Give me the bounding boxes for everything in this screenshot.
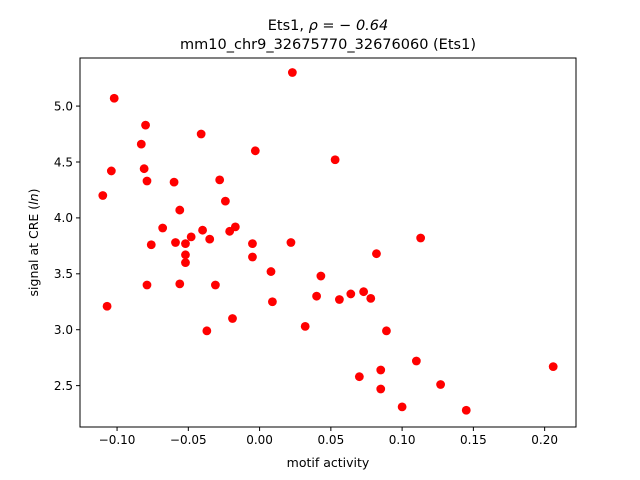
data-point-33 <box>268 297 277 307</box>
data-points <box>98 68 558 415</box>
data-point-35 <box>287 68 297 77</box>
data-point-51 <box>416 233 426 243</box>
data-point-53 <box>461 405 471 415</box>
data-point-49 <box>397 402 407 412</box>
data-point-24 <box>215 175 225 185</box>
chart-title-gene: Ets1, <box>268 18 309 34</box>
data-point-14 <box>175 279 185 289</box>
data-point-18 <box>186 232 196 242</box>
y-axis-ticks: 2.5 3.0 3.5 4.0 4.5 5.0 <box>54 99 80 393</box>
x-tick-label-5: 0.15 <box>460 433 487 447</box>
y-axis-label-italic: ln <box>26 193 41 204</box>
x-axis-label: motif activity <box>287 455 370 470</box>
y-axis-label: signal at CRE (ln) <box>26 189 41 297</box>
data-point-46 <box>376 365 386 375</box>
data-point-25 <box>220 196 230 206</box>
data-point-34 <box>286 238 296 247</box>
data-point-16 <box>181 250 190 260</box>
data-point-37 <box>312 291 321 301</box>
data-point-39 <box>330 155 340 165</box>
data-point-47 <box>376 384 386 394</box>
data-point-30 <box>248 252 257 262</box>
data-point-10 <box>158 223 168 233</box>
y-tick-label-0: 2.5 <box>54 379 73 393</box>
chart-title-line2: mm10_chr9_32675770_32676060 (Ets1) <box>180 37 476 53</box>
data-point-45 <box>372 249 381 259</box>
data-point-41 <box>346 289 356 299</box>
data-point-50 <box>411 356 421 366</box>
y-tick-label-1: 3.0 <box>54 323 73 337</box>
y-axis-label-suffix: ) <box>26 189 41 194</box>
x-tick-label-3: 0.05 <box>317 433 344 447</box>
chart-title-line1: Ets1, ρ = − 0.64 <box>268 18 388 34</box>
data-point-42 <box>354 372 364 382</box>
data-point-52 <box>436 380 445 389</box>
x-axis-ticks: −0.10 −0.05 0.00 0.05 0.10 0.15 0.20 <box>99 427 558 447</box>
data-point-54 <box>548 362 558 372</box>
y-tick-label-3: 4.0 <box>54 211 73 225</box>
x-tick-label-0: −0.10 <box>99 433 136 447</box>
data-point-48 <box>382 326 391 336</box>
y-tick-label-4: 4.5 <box>54 155 73 169</box>
plot-frame <box>79 57 577 428</box>
y-tick-label-5: 5.0 <box>54 99 73 113</box>
x-tick-label-6: 0.20 <box>531 433 558 447</box>
data-point-17 <box>181 258 190 268</box>
data-point-23 <box>211 280 220 290</box>
data-point-40 <box>335 295 344 304</box>
data-point-8 <box>142 280 152 290</box>
data-point-3 <box>106 166 116 176</box>
data-point-28 <box>228 314 237 323</box>
data-point-5 <box>142 176 152 186</box>
data-point-6 <box>98 191 108 200</box>
data-point-27 <box>230 222 240 232</box>
data-point-21 <box>205 234 215 244</box>
data-point-9 <box>146 240 156 250</box>
x-tick-label-1: −0.05 <box>170 433 207 447</box>
x-tick-label-2: 0.00 <box>246 433 273 447</box>
y-tick-label-2: 3.5 <box>54 267 73 281</box>
data-point-29 <box>248 239 257 249</box>
data-point-7 <box>102 301 112 311</box>
data-point-13 <box>175 205 185 215</box>
data-point-0 <box>109 93 119 103</box>
data-point-44 <box>366 294 376 303</box>
data-point-11 <box>171 238 180 247</box>
x-tick-label-4: 0.10 <box>389 433 416 447</box>
data-point-36 <box>300 321 310 331</box>
data-point-4 <box>139 164 149 174</box>
data-point-2 <box>136 139 146 149</box>
data-point-19 <box>196 129 206 139</box>
y-axis-label-prefix: signal at CRE ( <box>26 205 41 297</box>
data-point-31 <box>250 146 260 156</box>
data-point-22 <box>202 326 212 336</box>
data-point-20 <box>198 225 207 235</box>
data-point-38 <box>316 271 326 281</box>
data-point-15 <box>181 239 190 249</box>
data-point-12 <box>169 177 179 187</box>
chart-title-rho: ρ = − 0.64 <box>309 18 389 34</box>
data-point-32 <box>266 267 276 276</box>
data-point-43 <box>359 287 369 297</box>
data-point-1 <box>141 120 150 130</box>
